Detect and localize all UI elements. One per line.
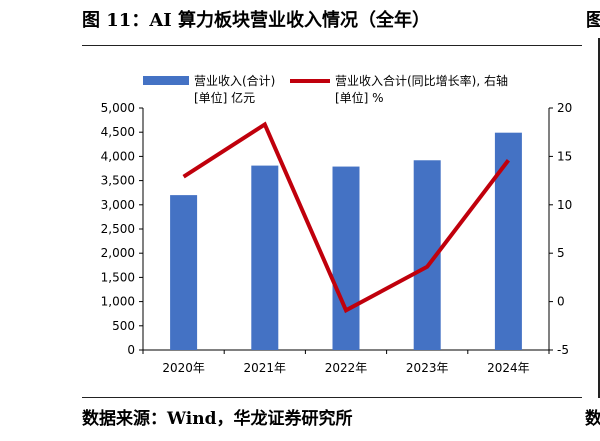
right-y-tick-label: 10 [557, 198, 572, 212]
left-y-tick-label: 3,500 [101, 174, 135, 188]
legend-swatch-bar [143, 76, 189, 85]
chart-legend: 营业收入(合计) [单位] 亿元 营业收入合计(同比增长率), 右轴 [单位] % [143, 73, 508, 105]
chart-axes: 0 500 1,000 1,500 2,000 2,500 3,000 3,500 4,000 4… [101, 101, 573, 375]
legend-label-bar: 营业收入(合计) [194, 73, 275, 88]
bar-revenue [332, 166, 360, 350]
left-y-tick-label: 4,500 [101, 125, 135, 139]
legend-unit-bar: [单位] 亿元 [194, 90, 255, 105]
left-y-tick-label: 2,500 [101, 222, 135, 236]
right-y-tick-label: 20 [557, 101, 572, 115]
left-y-tick-label: 0 [127, 343, 135, 357]
x-tick-label: 2024年 [487, 361, 530, 375]
figure-title: 图 11：AI 算力板块营业收入情况（全年） [82, 10, 430, 31]
left-y-tick-label: 500 [112, 319, 135, 333]
bar-revenue [494, 132, 522, 350]
right-y-tick-label: 15 [557, 149, 572, 163]
bar-revenue [170, 195, 198, 350]
x-tick-label: 2022年 [325, 361, 368, 375]
line-growth-rate [182, 121, 510, 314]
data-source-note: 数据来源：Wind，华龙证券研究所 [82, 409, 353, 429]
title-divider [82, 45, 582, 46]
bar-revenue [251, 165, 279, 350]
bar-series [170, 132, 522, 350]
adjacent-figure-title-fragment: 图 [586, 10, 600, 31]
right-y-tick-label: 0 [557, 295, 565, 309]
right-y-tick-label: 5 [557, 246, 565, 260]
line-series [182, 121, 510, 314]
x-tick-label: 2020年 [162, 361, 205, 375]
left-y-tick-label: 5,000 [101, 101, 135, 115]
right-y-tick-label: -5 [557, 343, 569, 357]
left-y-tick-label: 1,500 [101, 270, 135, 284]
left-y-tick-label: 2,000 [101, 246, 135, 260]
left-y-tick-label: 3,000 [101, 198, 135, 212]
left-y-tick-label: 1,000 [101, 295, 135, 309]
source-divider [82, 397, 582, 398]
column-divider [598, 38, 600, 398]
x-tick-label: 2021年 [244, 361, 287, 375]
x-tick-label: 2023年 [406, 361, 449, 375]
legend-unit-line: [单位] % [335, 90, 384, 105]
adjacent-source-fragment: 数 [585, 409, 600, 429]
chart: 营业收入(合计) [单位] 亿元 营业收入合计(同比增长率), 右轴 [单位] % 0… [101, 73, 573, 375]
left-y-tick-label: 4,000 [101, 149, 135, 163]
legend-label-line: 营业收入合计(同比增长率), 右轴 [335, 73, 508, 88]
